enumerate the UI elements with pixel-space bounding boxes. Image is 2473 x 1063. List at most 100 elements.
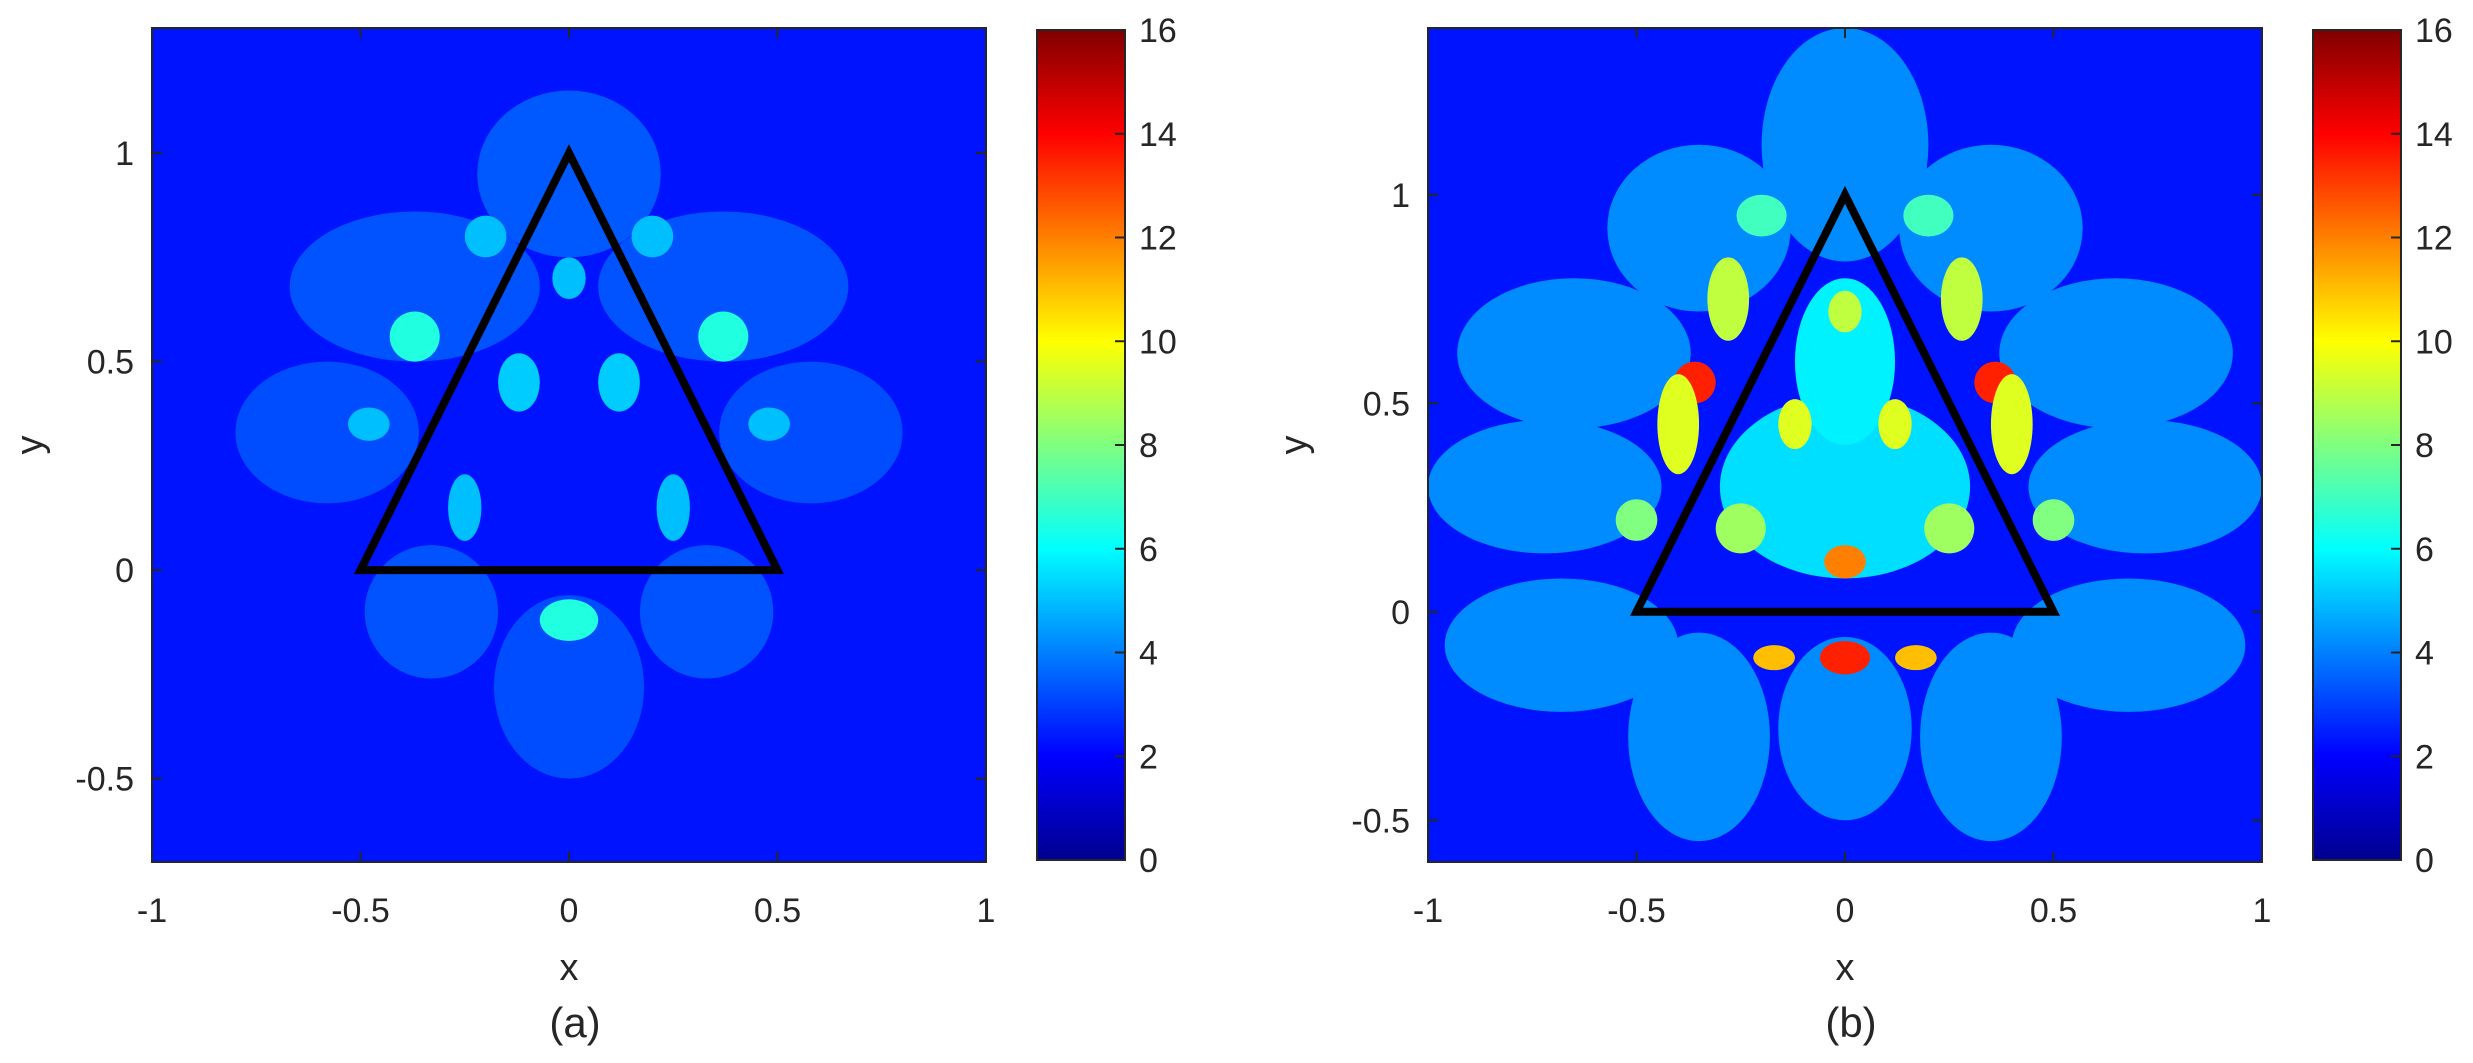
heatmap-a <box>152 28 986 862</box>
heatmap-region-b-27 <box>1715 503 1766 554</box>
heatmap-region-b-6 <box>2028 419 2262 554</box>
heatmap-region-a-14 <box>656 474 690 541</box>
heatmap-region-b-5 <box>1428 419 1662 554</box>
colorbar-tick-label: 4 <box>2415 635 2434 673</box>
y-tick-label: -0.5 <box>1351 802 1410 840</box>
colorbar-tick-label: 16 <box>2415 12 2453 50</box>
x-ticks-a: -1 -0.5 0 0.5 1 <box>137 28 996 930</box>
triangle-outline-a <box>354 144 784 575</box>
heatmap-region-b-28 <box>1924 503 1975 554</box>
colorbar-a <box>1036 29 1126 861</box>
heatmap-region-b-23 <box>1895 645 1937 671</box>
y-ticks-b: -0.5 0 0.5 1 <box>1351 177 2262 840</box>
heatmap-region-b-4 <box>1999 278 2233 429</box>
heatmap-region-b-17 <box>1990 374 2033 475</box>
heatmap-region-b-29 <box>1615 499 1658 541</box>
panel-label-b: (b) <box>1825 999 1876 1046</box>
x-tick-label: -0.5 <box>1607 892 1666 930</box>
heatmap-region-a-11 <box>598 353 640 412</box>
heatmap-region-b-20 <box>1824 545 1866 579</box>
colorbar-tick-label: 2 <box>1139 738 1158 776</box>
x-tick-label: 1 <box>977 892 996 930</box>
heatmap-region-b-7 <box>1444 578 1679 712</box>
y-tick-label: 0.5 <box>87 344 134 382</box>
heatmap-region-a-10 <box>498 353 540 412</box>
x-ticks-b: -1 -0.5 0 0.5 1 <box>1413 28 2272 930</box>
heatmap-region-b-9 <box>1628 632 1770 842</box>
heatmap-region-b-22 <box>1753 645 1795 671</box>
colorbar-tick-label: 12 <box>2415 220 2453 258</box>
colorbar-tick-label: 8 <box>2415 427 2434 465</box>
y-tick-label: 0 <box>115 552 134 590</box>
x-axis-label-b: x <box>1836 947 1855 989</box>
heatmap-b <box>1428 28 2262 862</box>
y-axis-label-b: y <box>1273 436 1315 455</box>
colorbar-tick-label: 16 <box>1139 12 1177 50</box>
x-tick-label: 0 <box>1836 892 1855 930</box>
heatmap-region-a-9 <box>698 311 749 362</box>
heatmap-region-a-3 <box>235 361 419 504</box>
heatmap-region-a-5 <box>364 545 499 679</box>
y-tick-label: 0.5 <box>1363 385 1410 423</box>
colorbar-ticks-b: 0 2 4 6 8 10 12 14 16 <box>2391 12 2453 880</box>
heatmap-region-b-12 <box>1719 394 1971 579</box>
triangle-outline-b <box>1630 185 2060 616</box>
heatmap-region-a-17 <box>631 215 674 258</box>
colorbar-tick-label: 6 <box>2415 531 2434 569</box>
colorbar-tick-label: 2 <box>2415 738 2434 776</box>
heatmap-region-b-2 <box>1899 144 2083 312</box>
heatmap-region-a-18 <box>347 407 390 441</box>
heatmap-region-b-1 <box>1607 144 1791 312</box>
colorbar-tick-label: 12 <box>1139 220 1177 258</box>
heatmap-region-b-25 <box>1878 399 1912 450</box>
heatmap-region-b-21 <box>1819 640 1871 675</box>
heatmap-region-a-12 <box>552 257 586 300</box>
y-axis-label-a: y <box>9 436 51 455</box>
colorbar-tick-label: 0 <box>2415 842 2434 880</box>
heatmap-region-b-16 <box>1657 374 1700 475</box>
heatmap-region-b-32 <box>1903 194 1954 237</box>
y-tick-label: 1 <box>115 135 134 173</box>
heatmap-region-b-19 <box>1940 257 1983 341</box>
heatmap-region-b-11 <box>1778 636 1912 821</box>
y-tick-label: 1 <box>1391 177 1410 215</box>
heatmap-region-a-4 <box>719 361 903 504</box>
colorbar-tick-label: 0 <box>1139 842 1158 880</box>
heatmap-region-b-8 <box>2011 578 2246 712</box>
y-tick-label: 0 <box>1391 594 1410 632</box>
heatmap-region-a-6 <box>639 545 774 679</box>
x-axis-label-a: x <box>560 947 579 989</box>
heatmap-region-b-13 <box>1794 278 1896 445</box>
heatmap-region-a-16 <box>464 215 507 258</box>
panel-a: -1 -0.5 0 0.5 1 -0.5 0 0.5 1 x y (a) 0 2 4 6 8 10 12 1… <box>9 12 1177 1046</box>
x-tick-label: 1 <box>2253 892 2272 930</box>
panel-b: -1 -0.5 0 0.5 1 -0.5 0 0.5 1 x y (b) 0 2 4 6 8 10 12 1… <box>1273 12 2453 1046</box>
y-ticks-a: -0.5 0 0.5 1 <box>75 135 986 799</box>
x-tick-label: -1 <box>1413 892 1443 930</box>
colorbar-tick-label: 8 <box>1139 427 1158 465</box>
x-tick-label: 0.5 <box>2030 892 2077 930</box>
colorbar-tick-label: 14 <box>2415 116 2453 154</box>
heatmap-region-a-13 <box>448 474 482 541</box>
heatmap-region-a-19 <box>748 407 791 441</box>
colorbar-tick-label: 4 <box>1139 635 1158 673</box>
heatmap-region-b-3 <box>1457 278 1691 429</box>
heatmap-region-a-0 <box>477 90 661 258</box>
colorbar-ticks-a: 0 2 4 6 8 10 12 14 16 <box>1115 12 1177 880</box>
x-tick-label: -0.5 <box>331 892 390 930</box>
heatmap-region-a-8 <box>389 311 440 362</box>
panel-label-a: (a) <box>549 999 600 1046</box>
heatmap-region-b-31 <box>1736 194 1787 237</box>
colorbar-tick-label: 10 <box>2415 323 2453 361</box>
heatmap-region-a-7 <box>493 595 645 779</box>
colorbar-tick-label: 10 <box>1139 323 1177 361</box>
heatmap-region-b-26 <box>1828 290 1862 333</box>
heatmap-region-b-0 <box>1761 28 1929 262</box>
x-tick-label: -1 <box>137 892 167 930</box>
heatmap-region-b-10 <box>1920 632 2062 842</box>
heatmap-region-b-18 <box>1707 257 1750 341</box>
heatmap-region-b-30 <box>2032 499 2075 541</box>
x-tick-label: 0 <box>560 892 579 930</box>
colorbar-tick-label: 6 <box>1139 531 1158 569</box>
